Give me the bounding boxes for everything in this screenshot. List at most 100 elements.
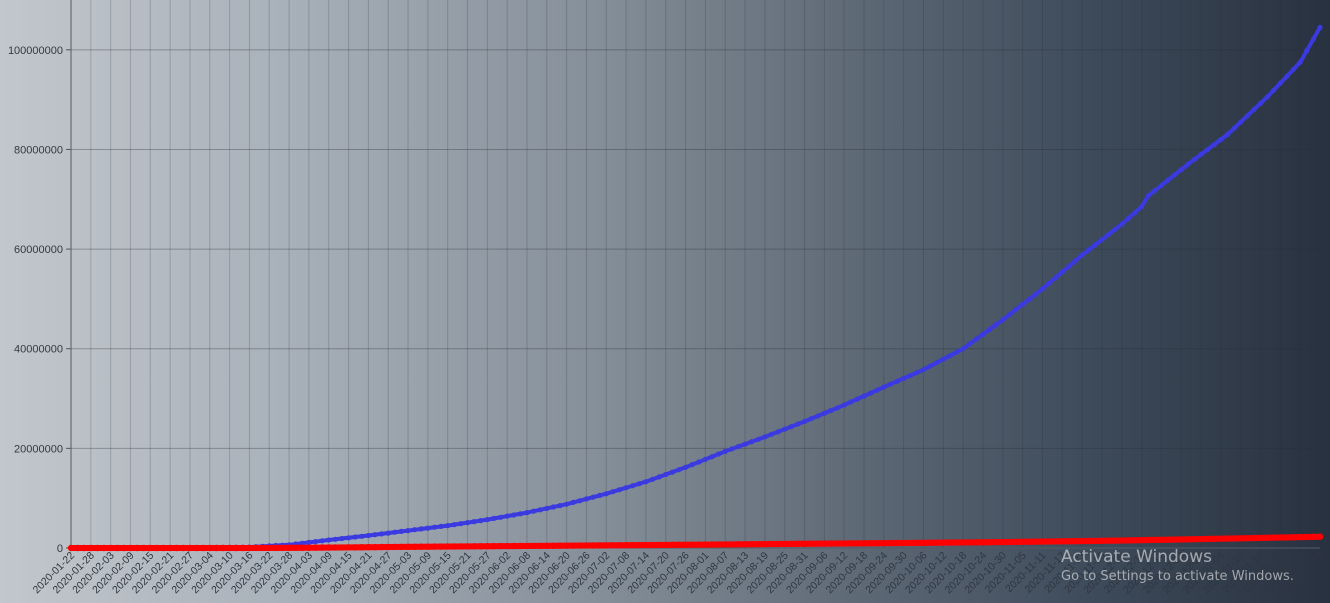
- series-2-point: [391, 543, 398, 551]
- series-2-point: [352, 544, 359, 551]
- series-2-point: [233, 544, 240, 552]
- series-2-point: [444, 543, 451, 550]
- series-1-point: [1020, 301, 1026, 307]
- series-1-point: [597, 492, 603, 498]
- series-1-point: [550, 504, 557, 510]
- series-1-point: [1066, 263, 1072, 269]
- series-2-point: [1131, 537, 1139, 544]
- series-1-point: [610, 489, 616, 495]
- series-2-point: [636, 541, 643, 549]
- series-2-point: [140, 544, 147, 552]
- series-1-point: [1191, 156, 1197, 162]
- series-1-point: [854, 396, 861, 402]
- series-2-point: [94, 544, 101, 552]
- series-1-point: [940, 356, 946, 362]
- series-1-point: [676, 467, 682, 473]
- series-1-point: [412, 527, 418, 533]
- series-1: [68, 24, 1323, 551]
- series-2-point: [1145, 536, 1152, 544]
- series-1-point: [524, 509, 530, 516]
- series-2-point: [1072, 538, 1079, 545]
- series-2-point: [748, 541, 755, 548]
- series-1-point: [967, 341, 973, 347]
- series-2-point: [629, 542, 636, 549]
- series-2-point: [675, 541, 683, 548]
- series-1-point: [636, 481, 642, 487]
- series-1-point: [663, 471, 669, 478]
- series-1-point: [742, 441, 748, 447]
- series-2-point: [1217, 535, 1225, 542]
- series-1-point: [458, 521, 464, 527]
- series-2-point: [649, 541, 656, 549]
- series-1-point: [326, 537, 332, 543]
- series-1-point: [398, 528, 404, 535]
- series-2-point: [292, 544, 299, 551]
- series-1-point: [1158, 182, 1164, 188]
- series-2-point: [781, 540, 788, 548]
- series-1-point: [841, 402, 847, 408]
- series-1-point: [669, 469, 676, 475]
- series-2-point: [1012, 538, 1020, 546]
- series-1-point: [352, 534, 358, 540]
- series-1-point: [379, 531, 385, 537]
- y-axis-ticks: 0 20000000 40000000 60000000 80000000 1000000…: [8, 45, 71, 555]
- series-2-point: [219, 544, 227, 552]
- series-1-point: [1026, 296, 1032, 302]
- series-2-point: [1277, 534, 1284, 541]
- series-2-point: [794, 540, 802, 547]
- series-1-point: [1053, 275, 1059, 281]
- series-1-point: [914, 370, 920, 376]
- series-1-point: [1099, 237, 1105, 243]
- series-1-point: [451, 522, 457, 528]
- series-2-point: [451, 543, 458, 550]
- series-2-point: [411, 543, 418, 550]
- axes: [70, 0, 1320, 549]
- series-2-point: [490, 543, 498, 550]
- series-2-point: [1191, 536, 1198, 543]
- series-1-point: [801, 418, 808, 425]
- series-2-point: [609, 542, 617, 549]
- series-2-point: [642, 541, 650, 549]
- series-1-point: [980, 331, 986, 337]
- series-2-point: [81, 544, 88, 552]
- series-2-point: [926, 539, 934, 546]
- series-1-point: [1277, 80, 1283, 86]
- series-2-point: [1171, 536, 1178, 543]
- series-2-point: [814, 540, 821, 547]
- series-1-point: [808, 416, 814, 422]
- series-1-point: [544, 505, 550, 511]
- series-2-point: [1303, 533, 1311, 541]
- series-1-point: [788, 424, 794, 430]
- series-2-point: [1118, 537, 1125, 544]
- series-2-point: [761, 540, 769, 548]
- series-1-point: [418, 526, 424, 532]
- series-2-point: [1263, 534, 1271, 541]
- series-2-point: [801, 540, 808, 547]
- series-1-point: [623, 485, 629, 491]
- series-1-point: [603, 491, 609, 497]
- series-2-point: [1105, 537, 1112, 544]
- series-1-point: [1304, 48, 1310, 54]
- series-1-point: [722, 448, 728, 454]
- series-2-point: [1178, 536, 1185, 543]
- series-2-point: [788, 540, 795, 548]
- y-tick-label: 40000000: [14, 344, 63, 356]
- series-2-point: [1244, 535, 1251, 542]
- series-2-point: [1316, 533, 1324, 540]
- series-1-point: [564, 501, 570, 507]
- series-1-point: [1297, 59, 1303, 65]
- series-2-point: [1045, 538, 1053, 545]
- series-2-point: [1026, 538, 1033, 545]
- series-2-point: [1211, 535, 1218, 543]
- series-1-point: [1119, 221, 1125, 227]
- y-tick-label: 20000000: [14, 443, 63, 455]
- series-1-point: [868, 390, 874, 396]
- series-2-point: [305, 544, 313, 551]
- series-2-point: [226, 544, 233, 552]
- series-2-point: [563, 542, 570, 549]
- series-1-point: [901, 375, 907, 381]
- series-1-point: [498, 514, 504, 520]
- series-2-point: [1204, 535, 1211, 543]
- series-1-point: [993, 322, 999, 328]
